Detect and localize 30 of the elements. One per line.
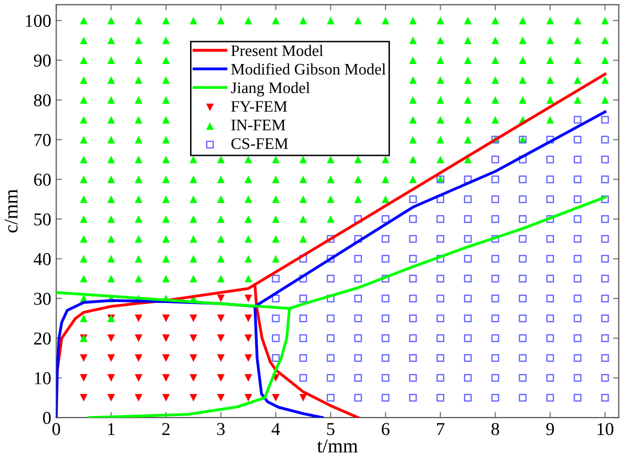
x-tick-label: 4 (272, 423, 280, 435)
x-tick-label: 3 (217, 423, 225, 436)
x-tick-label: 10 (598, 422, 614, 436)
x-tick-label: 1 (108, 423, 115, 435)
x-tick-label: 9 (546, 423, 554, 436)
y-tick-label: 0 (43, 412, 51, 424)
y-tick-label: 30 (34, 292, 51, 305)
legend-label: FY-FEM (231, 101, 288, 112)
y-tick-label: 40 (34, 253, 51, 266)
y-tick-label: 60 (34, 174, 51, 186)
y-tick-label: 70 (34, 134, 51, 146)
x-tick-label: 7 (437, 423, 444, 435)
legend-label: Present Model (231, 44, 324, 56)
x-axis-title: t/mm (317, 440, 358, 453)
y-tick-label: 20 (34, 332, 51, 345)
legend-label: Modified Gibson Model (231, 63, 386, 75)
y-tick-label: 50 (34, 213, 51, 226)
y-axis-title: c/mm (4, 189, 18, 233)
x-tick-label: 5 (327, 423, 334, 436)
legend-label: CS-FEM (231, 138, 288, 149)
x-tick-label: 0 (52, 422, 60, 436)
x-tick-label: 2 (162, 423, 170, 435)
legend-label: Jiang Model (231, 82, 310, 97)
legend-label: IN-FEM (231, 120, 286, 130)
y-tick-label: 80 (34, 94, 51, 106)
x-tick-label: 8 (491, 422, 500, 436)
x-tick-label: 6 (382, 423, 390, 436)
y-tick-label: 90 (34, 54, 51, 67)
y-tick-label: 10 (34, 372, 51, 384)
y-tick-label: 100 (26, 14, 51, 27)
